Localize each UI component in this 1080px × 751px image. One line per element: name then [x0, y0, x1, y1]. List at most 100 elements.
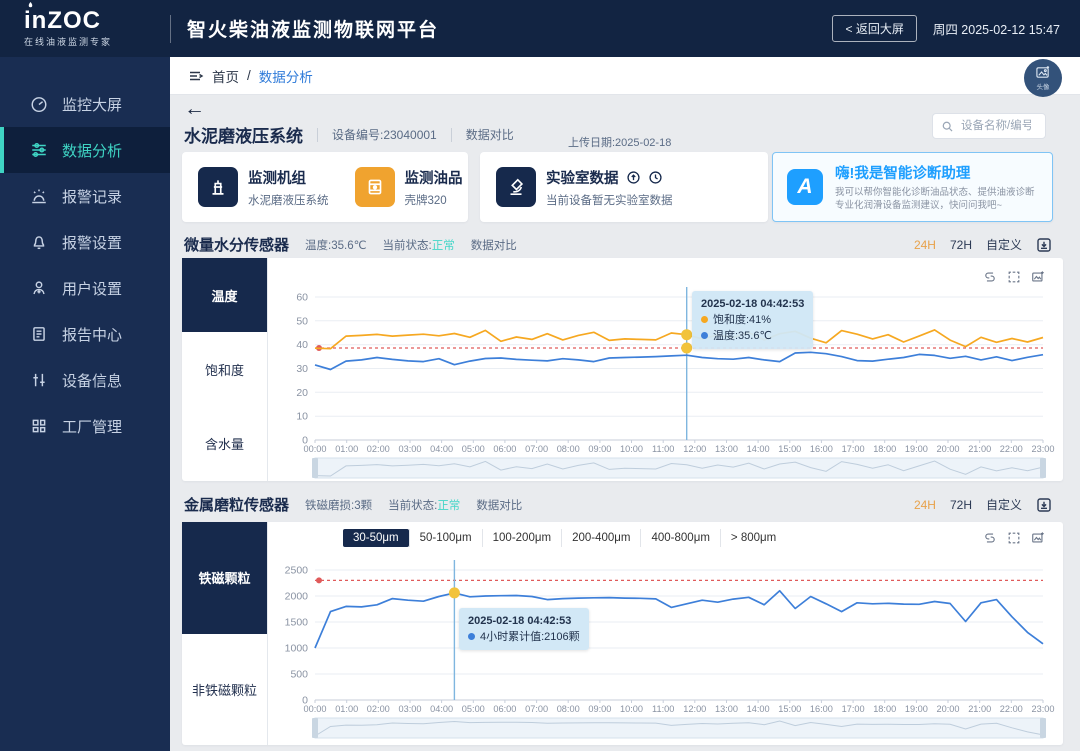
size-tab-200-400[interactable]: 200-400μm [561, 529, 640, 547]
lab-data-card[interactable]: 实验室数据 当前设备暂无实验室数据 [480, 152, 768, 222]
range-24h[interactable]: 24H [913, 237, 936, 252]
device-search[interactable] [932, 113, 1046, 139]
data-compare-link[interactable]: 数据对比 [465, 128, 514, 142]
svg-text:500: 500 [290, 669, 308, 681]
sidebar-nav: 监控大屏 数据分析 报警记录 报警设置 用户设置 报告中心 设备信息 工厂管理 [0, 57, 170, 751]
range-24h[interactable]: 24H [913, 497, 936, 512]
upload-circle-icon[interactable] [626, 170, 641, 185]
water-section-title: 微量水分传感器 [184, 237, 290, 254]
restore-icon[interactable] [983, 531, 997, 545]
history-clock-icon[interactable] [648, 170, 663, 185]
size-tab-400-800[interactable]: 400-800μm [640, 529, 719, 547]
svg-text:01:00: 01:00 [335, 444, 358, 454]
tab-temperature[interactable]: 温度 [182, 258, 267, 333]
sidebar-item-report-center[interactable]: 报告中心 [0, 311, 170, 357]
card-title: 实验室数据 [546, 170, 619, 187]
return-bigscreen-button[interactable]: < 返回大屏 [832, 15, 917, 42]
collapse-menu-icon[interactable] [188, 68, 204, 84]
sidebar-item-monitor-bigscreen[interactable]: 监控大屏 [0, 81, 170, 127]
status-badge: 正常 [437, 499, 461, 512]
sidebar-item-factory-mgmt[interactable]: 工厂管理 [0, 403, 170, 449]
avatar-label: 头像 [1036, 84, 1050, 91]
tooltip-temperature: 温度:35.6℃ [713, 330, 772, 342]
content: ← 水泥磨液压系统 设备编号:23040001 数据对比 [170, 95, 1080, 751]
water-chart-canvas[interactable]: 0 10 20 30 40 50 60 00:00 01:00 02:00 03:00 04:00 05… [267, 258, 1063, 481]
sidebar-item-device-info[interactable]: 设备信息 [0, 357, 170, 403]
svg-text:15:00: 15:00 [778, 444, 801, 454]
download-icon[interactable] [1036, 497, 1052, 513]
sidebar-item-label: 数据分析 [62, 142, 123, 160]
sidebar-item-data-analysis[interactable]: 数据分析 [0, 127, 170, 173]
tab-saturation[interactable]: 饱和度 [204, 362, 244, 378]
water-chart-tooltip: 2025-02-18 04:42:53 饱和度:41% 温度:35.6℃ [692, 291, 814, 349]
box-zoom-icon[interactable] [1007, 270, 1021, 284]
monitored-oil[interactable]: 监测油品 壳牌320 [354, 167, 463, 208]
range-custom[interactable]: 自定义 [985, 498, 1022, 512]
svg-text:0: 0 [302, 695, 308, 707]
search-input[interactable] [959, 119, 1033, 133]
svg-text:14:00: 14:00 [747, 444, 770, 454]
svg-text:03:00: 03:00 [399, 704, 422, 714]
tooltip-saturation: 饱和度:41% [713, 314, 772, 326]
range-72h[interactable]: 72H [949, 237, 972, 252]
svg-text:08:00: 08:00 [557, 444, 580, 454]
size-tab-30-50[interactable]: 30-50μm [343, 529, 409, 547]
flame-icon [28, 2, 33, 8]
metal-compare-link[interactable]: 数据对比 [476, 499, 523, 512]
main-area: 首页 / 数据分析 头像 ← 水泥磨液压系统 设备编号:23040001 数据对… [170, 57, 1080, 751]
svg-text:1500: 1500 [285, 617, 309, 629]
save-image-icon[interactable] [1031, 270, 1045, 284]
sidebar-item-label: 监控大屏 [62, 96, 123, 114]
water-metric-tabs: 温度 饱和度 含水量 [182, 258, 268, 481]
restore-icon[interactable] [983, 270, 997, 284]
download-icon[interactable] [1036, 237, 1052, 253]
sidebar-item-alarm-records[interactable]: 报警记录 [0, 173, 170, 219]
search-icon [942, 121, 953, 131]
size-tab-800plus[interactable]: > 800μm [719, 529, 786, 547]
svg-text:11:00: 11:00 [652, 704, 674, 714]
svg-text:07:00: 07:00 [525, 704, 548, 714]
monitor-card: 监测机组 水泥磨液压系统 监测油品 壳牌320 [182, 152, 468, 222]
sidebar-item-label: 工厂管理 [62, 418, 123, 436]
monitored-unit[interactable]: 监测机组 水泥磨液压系统 [198, 167, 329, 208]
range-custom[interactable]: 自定义 [985, 238, 1022, 252]
size-tab-50-100[interactable]: 50-100μm [408, 529, 482, 547]
box-zoom-icon[interactable] [1007, 531, 1021, 545]
avatar[interactable]: 头像 [1024, 59, 1062, 97]
ai-assistant-card[interactable]: A 嗨!我是智能诊断助理 我可以帮你智能化诊断油品状态、提供油液诊断 专业化润滑… [772, 152, 1053, 222]
device-sliders-icon [33, 373, 45, 387]
metal-chart-toolbox [983, 531, 1045, 545]
svg-text:04:00: 04:00 [430, 444, 453, 454]
svg-text:07:00: 07:00 [525, 444, 548, 454]
svg-text:23:00: 23:00 [1032, 444, 1055, 454]
analysis-sliders-icon [32, 142, 46, 158]
water-compare-link[interactable]: 数据对比 [470, 239, 517, 252]
tab-ferrous[interactable]: 铁磁颗粒 [182, 522, 267, 634]
size-tab-100-200[interactable]: 100-200μm [481, 529, 561, 547]
card-title: 监测机组 [248, 170, 306, 187]
tab-nonferrous[interactable]: 非铁磁颗粒 [191, 682, 257, 698]
metal-chart-canvas[interactable]: 0 500 1000 1500 2000 2500 00:00 01:00 02:00 03:00… [267, 548, 1063, 745]
svg-text:21:00: 21:00 [968, 444, 991, 454]
sidebar-item-user-settings[interactable]: 用户设置 [0, 265, 170, 311]
metal-metric-tabs: 铁磁颗粒 非铁磁颗粒 [182, 522, 268, 745]
assistant-desc-line1: 我可以帮你智能化诊断油品状态、提供油液诊断 [835, 187, 1035, 198]
user-icon [33, 281, 45, 295]
sidebar-item-alarm-settings[interactable]: 报警设置 [0, 219, 170, 265]
back-button[interactable]: ← [184, 97, 205, 120]
alarm-light-icon [32, 189, 46, 204]
svg-text:10:00: 10:00 [620, 704, 643, 714]
save-image-icon[interactable] [1031, 531, 1045, 545]
svg-text:17:00: 17:00 [842, 704, 865, 714]
water-temp-value: 温度:35.6℃ [305, 239, 367, 252]
metal-wear-value: 铁磁磨损:3颗 [305, 499, 373, 512]
svg-text:12:00: 12:00 [683, 444, 706, 454]
range-72h[interactable]: 72H [949, 497, 972, 512]
svg-text:13:00: 13:00 [715, 704, 738, 714]
svg-text:19:00: 19:00 [905, 704, 928, 714]
card-subtitle: 水泥磨液压系统 [248, 194, 329, 207]
tab-water-content[interactable]: 含水量 [204, 437, 244, 453]
svg-text:1000: 1000 [285, 643, 309, 655]
factory-grid-icon [32, 419, 46, 433]
breadcrumb-home[interactable]: 首页 [212, 69, 239, 85]
